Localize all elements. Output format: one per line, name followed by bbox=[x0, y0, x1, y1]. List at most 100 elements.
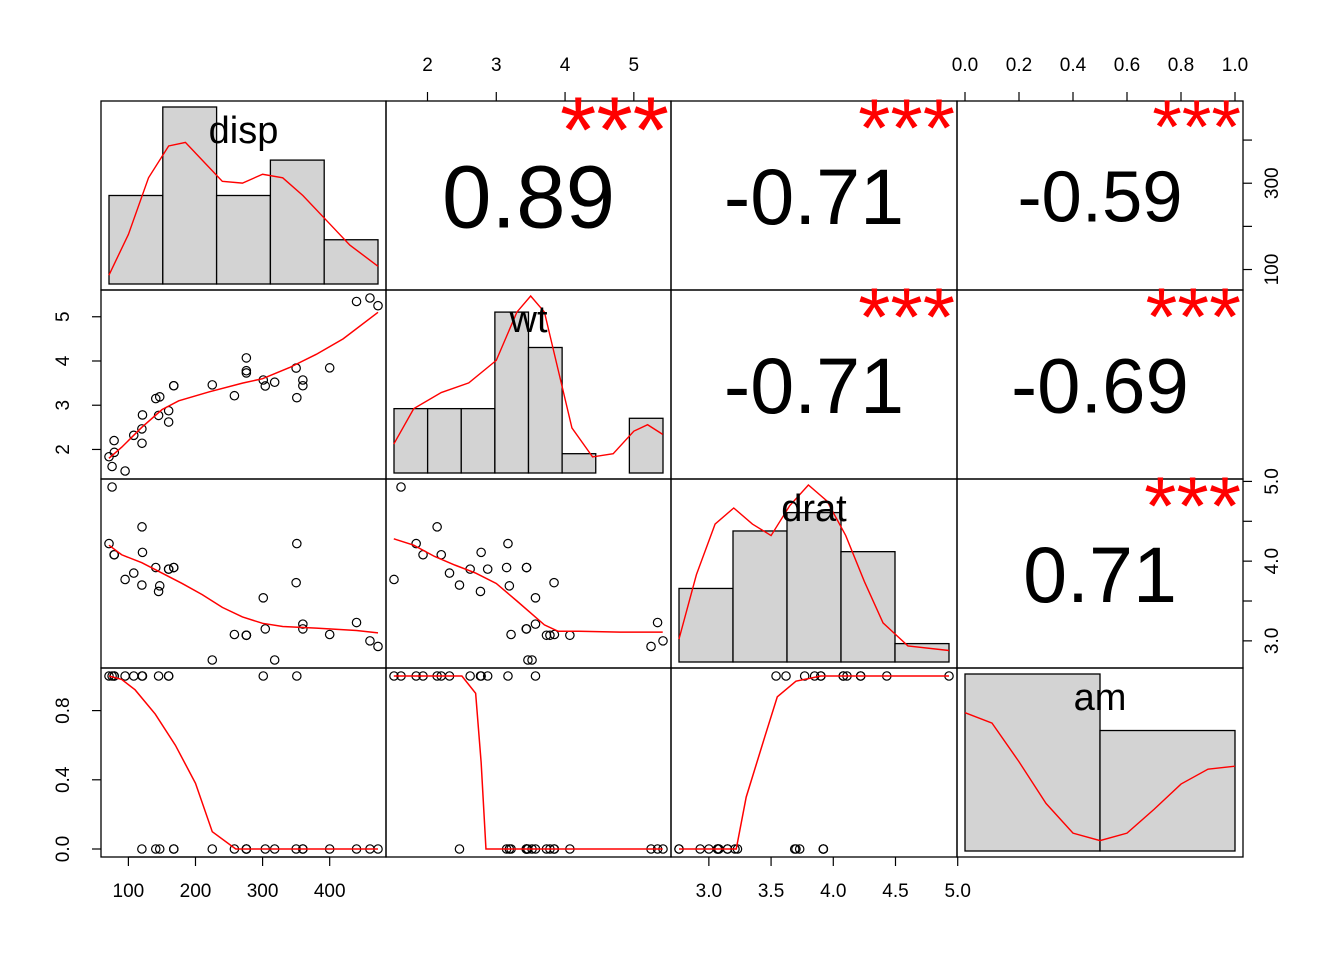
correlation-value: 0.71 bbox=[1023, 530, 1177, 619]
panel-frame-3-1 bbox=[385, 667, 672, 858]
panel-frame-3-2 bbox=[670, 667, 958, 858]
significance-stars: *** bbox=[1145, 272, 1241, 363]
y-tick-label-disp: 100 bbox=[1262, 254, 1283, 286]
panel-frame-3-0 bbox=[100, 667, 387, 858]
scatter-point-disp_wt bbox=[269, 377, 280, 388]
scatter-point-disp_am bbox=[292, 671, 302, 681]
x-tick-label-wt: 4 bbox=[560, 55, 571, 76]
x-tick-label-am: 0.6 bbox=[1114, 55, 1140, 76]
density-curve-drat bbox=[678, 484, 950, 652]
correlation-value: -0.71 bbox=[724, 152, 904, 241]
scatter-point-wt_drat bbox=[454, 580, 465, 590]
scatter-point-disp_am bbox=[104, 671, 114, 681]
histogram-bar-drat bbox=[678, 587, 734, 663]
panel-frame-3-3 bbox=[956, 667, 1244, 858]
density-curve-wt bbox=[393, 294, 664, 458]
scatter-point-disp_am bbox=[137, 671, 148, 681]
scatter-point-wt_am bbox=[476, 671, 486, 681]
scatter-point-disp_drat bbox=[298, 624, 308, 634]
correlation-value: -0.71 bbox=[724, 341, 904, 430]
scatter-point-disp_am bbox=[150, 844, 161, 854]
significance-stars: *** bbox=[1152, 85, 1241, 170]
scatter-point-disp_wt bbox=[351, 296, 362, 307]
x-tick-label-am: 0.2 bbox=[1006, 55, 1032, 76]
scatter-point-disp_drat bbox=[324, 629, 335, 640]
scatter-point-disp_wt bbox=[241, 365, 252, 376]
scatter-point-wt_drat bbox=[565, 630, 575, 641]
scatter-point-disp_drat bbox=[137, 547, 148, 558]
scatter-point-wt_drat bbox=[527, 655, 537, 665]
y-tick-label-am: 0.8 bbox=[53, 697, 74, 723]
scatter-point-wt_drat bbox=[652, 617, 663, 628]
x-tick-label-disp: 100 bbox=[113, 881, 145, 902]
scatter-point-wt_drat bbox=[545, 630, 555, 641]
scatter-point-disp_wt bbox=[163, 417, 174, 427]
scatter-point-drat_am bbox=[794, 844, 805, 854]
y-tick-label-am: 0.4 bbox=[53, 766, 74, 793]
scatter-point-wt_am bbox=[482, 671, 493, 681]
scatter-point-disp_drat bbox=[120, 574, 130, 585]
scatter-point-disp_wt bbox=[137, 438, 147, 449]
scatter-point-disp_am bbox=[258, 671, 269, 681]
density-curve-am bbox=[964, 712, 1236, 842]
panel-frame-1-0 bbox=[100, 289, 387, 480]
scatter-point-wt_drat bbox=[501, 562, 512, 573]
x-tick-label-drat: 5.0 bbox=[944, 881, 970, 902]
scatter-point-disp_drat bbox=[137, 580, 147, 590]
x-tick-label-drat: 3.5 bbox=[758, 881, 784, 902]
scatter-point-disp_wt bbox=[107, 461, 117, 472]
scatter-point-wt_am bbox=[465, 671, 475, 681]
scatter-point-wt_drat bbox=[432, 522, 442, 532]
scatter-point-disp_wt bbox=[150, 393, 161, 404]
y-tick-label-wt: 3 bbox=[53, 400, 74, 411]
scatter-point-disp_wt bbox=[137, 410, 148, 420]
significance-stars: *** bbox=[858, 270, 955, 363]
scatter-point-wt_drat bbox=[503, 538, 513, 549]
histogram-bar-drat bbox=[840, 551, 896, 663]
scatter-point-disp_drat bbox=[373, 641, 383, 652]
correlation-value: -0.69 bbox=[1011, 342, 1189, 430]
scatter-point-disp_wt bbox=[298, 375, 308, 385]
smooth-line-disp_am bbox=[108, 675, 378, 850]
scatter-point-wt_drat bbox=[521, 562, 532, 573]
significance-stars: *** bbox=[1144, 459, 1241, 552]
scatter-point-wt_drat bbox=[476, 547, 486, 558]
x-tick-label-wt: 2 bbox=[422, 55, 433, 76]
scatter-point-disp_wt bbox=[229, 390, 240, 401]
scatter-point-drat_am bbox=[791, 844, 801, 854]
scatter-point-disp_drat bbox=[168, 562, 179, 573]
x-tick-label-am: 1.0 bbox=[1222, 55, 1248, 76]
smooth-line-disp_drat bbox=[108, 544, 379, 634]
scatter-point-disp_am bbox=[120, 671, 130, 681]
scatter-point-wt_am bbox=[454, 844, 465, 854]
scatter-point-disp_wt bbox=[292, 392, 302, 403]
scatter-point-disp_drat bbox=[153, 586, 164, 597]
scatter-point-disp_am bbox=[154, 844, 165, 854]
scatter-point-disp_drat bbox=[154, 581, 165, 591]
x-tick-label-disp: 200 bbox=[180, 881, 212, 902]
histogram-bar-wt bbox=[393, 407, 429, 474]
scatter-point-wt_drat bbox=[396, 482, 406, 492]
panel-frame-2-1 bbox=[385, 478, 672, 669]
scatter-point-disp_drat bbox=[292, 538, 302, 549]
histogram-bar-drat bbox=[786, 511, 842, 663]
scatter-point-disp_wt bbox=[260, 381, 271, 391]
scatter-point-disp_wt bbox=[109, 435, 119, 446]
histogram-bar-disp bbox=[269, 159, 325, 285]
scatter-point-disp_am bbox=[137, 844, 147, 854]
scatter-point-disp_drat bbox=[258, 593, 269, 603]
variable-label-disp: disp bbox=[209, 110, 279, 152]
scatter-point-wt_drat bbox=[549, 577, 559, 588]
smooth-line-drat_am bbox=[679, 675, 949, 850]
variable-label-am: am bbox=[1074, 677, 1127, 719]
significance-stars: *** bbox=[858, 81, 955, 174]
scatter-point-disp_am bbox=[207, 844, 218, 854]
scatter-point-disp_wt bbox=[137, 424, 147, 434]
histogram-bar-disp bbox=[108, 194, 164, 285]
variable-label-drat: drat bbox=[781, 488, 847, 530]
y-tick-label-wt: 2 bbox=[53, 444, 74, 455]
scatter-point-disp_am bbox=[128, 671, 139, 681]
x-tick-label-am: 0.4 bbox=[1060, 55, 1087, 76]
x-tick-label-wt: 3 bbox=[491, 55, 502, 76]
